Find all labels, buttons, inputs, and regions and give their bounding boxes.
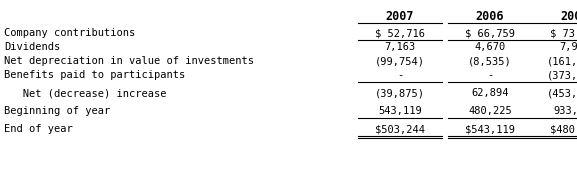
Text: $ 52,716: $ 52,716 [375,28,425,38]
Text: -: - [397,70,403,80]
Text: (99,754): (99,754) [375,56,425,66]
Text: Net depreciation in value of investments: Net depreciation in value of investments [4,56,254,66]
Text: (453,283): (453,283) [547,88,577,98]
Text: -: - [487,70,493,80]
Text: 2005: 2005 [561,10,577,23]
Text: Beginning of year: Beginning of year [4,106,110,116]
Text: 7,163: 7,163 [384,42,415,52]
Text: $503,244: $503,244 [375,124,425,134]
Text: $ 66,759: $ 66,759 [465,28,515,38]
Text: 2007: 2007 [386,10,414,23]
Text: (39,875): (39,875) [375,88,425,98]
Text: 62,894: 62,894 [471,88,509,98]
Text: (373,687): (373,687) [547,70,577,80]
Text: 2006: 2006 [476,10,504,23]
Text: 480,225: 480,225 [468,106,512,116]
Text: $ 73,660: $ 73,660 [550,28,577,38]
Text: $480,225: $480,225 [550,124,577,134]
Text: Company contributions: Company contributions [4,28,135,38]
Text: (8,535): (8,535) [468,56,512,66]
Text: 933,508: 933,508 [553,106,577,116]
Text: Dividends: Dividends [4,42,60,52]
Text: 7,910: 7,910 [559,42,577,52]
Text: 4,670: 4,670 [474,42,505,52]
Text: $543,119: $543,119 [465,124,515,134]
Text: Benefits paid to participants: Benefits paid to participants [4,70,185,80]
Text: Net (decrease) increase: Net (decrease) increase [4,88,167,98]
Text: End of year: End of year [4,124,73,134]
Text: (161,166): (161,166) [547,56,577,66]
Text: 543,119: 543,119 [378,106,422,116]
